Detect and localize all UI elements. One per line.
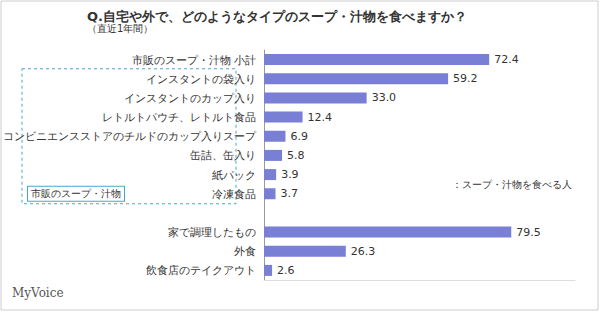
svg-text:冷凍食品: 冷凍食品 — [212, 188, 256, 200]
svg-text:5.8: 5.8 — [287, 149, 305, 162]
svg-text:33.0: 33.0 — [372, 91, 397, 104]
svg-text:72.4: 72.4 — [494, 53, 519, 66]
svg-text:12.4: 12.4 — [308, 111, 333, 124]
svg-text:市販のスープ・汁物: 市販のスープ・汁物 — [31, 188, 121, 199]
svg-text:コンビニエンスストアのチルドのカップ入りスープ: コンビニエンスストアのチルドのカップ入りスープ — [3, 130, 257, 142]
svg-text:：スープ・汁物を食べる人: ：スープ・汁物を食べる人 — [452, 179, 572, 190]
svg-text:飲食店のテイクアウト: 飲食店のテイクアウト — [146, 264, 256, 276]
svg-text:3.9: 3.9 — [281, 168, 299, 181]
svg-text:（直近1年間）: （直近1年間） — [87, 23, 153, 34]
svg-text:インスタントのカップ入り: インスタントのカップ入り — [124, 92, 256, 104]
svg-text:59.2: 59.2 — [453, 72, 478, 85]
svg-text:3.7: 3.7 — [281, 187, 299, 200]
svg-text:26.3: 26.3 — [351, 245, 376, 258]
svg-text:Q.自宅や外で、どのようなタイプのスープ・汁物を食べますか？: Q.自宅や外で、どのようなタイプのスープ・汁物を食べますか？ — [87, 9, 467, 24]
svg-text:外食: 外食 — [234, 245, 256, 257]
svg-text:6.9: 6.9 — [290, 130, 308, 143]
svg-text:インスタントの袋入り: インスタントの袋入り — [146, 73, 256, 85]
svg-text:レトルトパウチ、レトルト食品: レトルトパウチ、レトルト食品 — [102, 111, 256, 123]
svg-text:79.5: 79.5 — [516, 226, 541, 239]
svg-text:2.6: 2.6 — [277, 264, 295, 277]
svg-text:紙パック: 紙パック — [212, 169, 256, 181]
svg-text:缶詰、缶入り: 缶詰、缶入り — [190, 149, 256, 161]
svg-text:家で調理したもの: 家で調理したもの — [168, 226, 256, 238]
svg-text:MyVoice: MyVoice — [12, 286, 64, 300]
svg-text:市販のスープ・汁物 小計: 市販のスープ・汁物 小計 — [132, 54, 256, 66]
